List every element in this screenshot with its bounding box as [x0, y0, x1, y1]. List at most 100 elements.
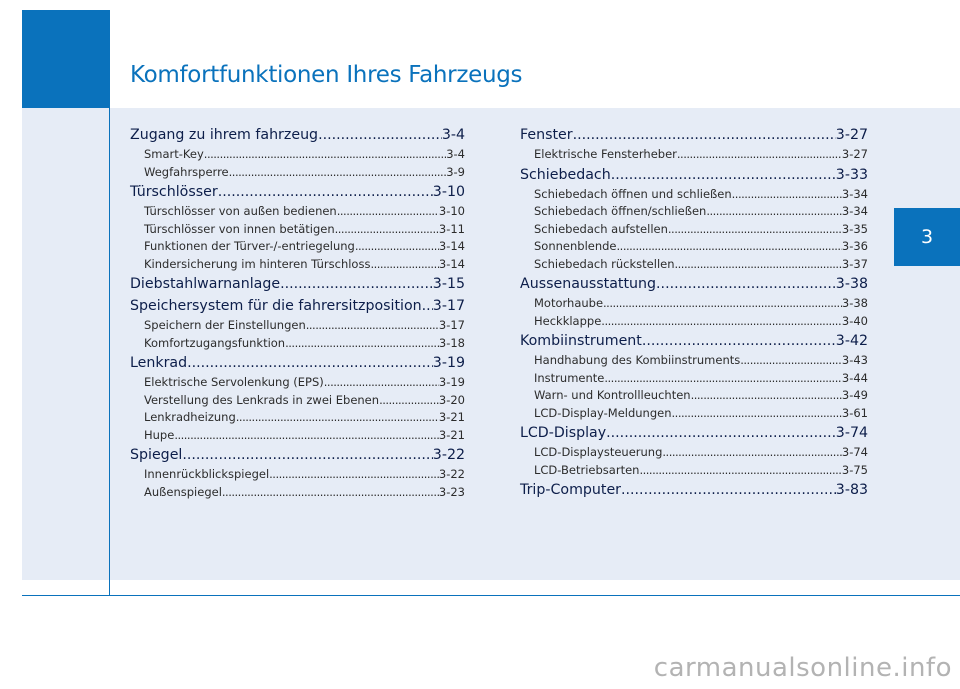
toc-leader-dots: [218, 182, 433, 203]
toc-section-entry[interactable]: Türschlösser 3-10: [130, 182, 465, 203]
toc-subsection-entry[interactable]: Wegfahrsperre 3-9: [130, 164, 465, 182]
toc-leader-dots: [604, 370, 842, 388]
toc-section-entry[interactable]: Spiegel 3-22: [130, 445, 465, 466]
toc-section-entry[interactable]: Trip-Computer 3-83: [520, 480, 868, 501]
toc-entry-label: Spiegel: [130, 447, 183, 463]
toc-entry-page: 3-27: [835, 127, 868, 143]
toc-entry-page: 3-27: [841, 147, 868, 161]
toc-leader-dots: [706, 203, 842, 221]
toc-subsection-entry[interactable]: Komfortzugangsfunktion 3-18: [130, 335, 465, 353]
toc-entry-label: Kindersicherung im hinteren Türschloss: [144, 256, 371, 271]
toc-subsection-entry[interactable]: Schiebedach öffnen und schließen 3-34: [520, 186, 868, 204]
chapter-color-block: [22, 10, 109, 108]
toc-subsection-entry[interactable]: Elektrische Servolenkung (EPS) 3-19: [130, 374, 465, 392]
toc-leader-dots: [324, 374, 439, 392]
toc-entry-page: 3-75: [841, 462, 868, 477]
toc-section-entry[interactable]: Kombiinstrument 3-42: [520, 331, 868, 352]
toc-subsection-entry[interactable]: Schiebedach öffnen/schließen 3-34: [520, 203, 868, 221]
toc-entry-label: Speichern der Einstellungen: [144, 318, 306, 332]
toc-entry-label: LCD-Display-Meldungen: [534, 405, 672, 420]
toc-entry-page: 3-15: [432, 276, 465, 292]
toc-entry-page: 3-10: [432, 184, 465, 200]
chapter-tab[interactable]: 3: [894, 208, 960, 266]
toc-entry-label: Speichersystem für die fahrersitzpositio…: [130, 298, 422, 314]
toc-section-entry[interactable]: Lenkrad 3-19: [130, 353, 465, 374]
toc-section-entry[interactable]: LCD-Display 3-74: [520, 423, 868, 444]
toc-entry-label: Außenspiegel: [144, 484, 222, 499]
toc-subsection-entry[interactable]: Türschlösser von außen bedienen 3-10: [130, 203, 465, 221]
toc-entry-label: Verstellung des Lenkrads in zwei Ebenen: [144, 392, 380, 407]
toc-entry-page: 3-17: [432, 298, 465, 314]
toc-subsection-entry[interactable]: Innenrückblickspiegel 3-22: [130, 466, 465, 484]
toc-entry-label: Hupe: [144, 427, 175, 442]
toc-entry-page: 3-4: [446, 147, 465, 161]
toc-entry-page: 3-38: [841, 296, 868, 310]
toc-entry-label: Trip-Computer: [520, 482, 622, 498]
toc-subsection-entry[interactable]: Schiebedach rückstellen 3-37: [520, 256, 868, 274]
toc-subsection-entry[interactable]: Handhabung des Kombiinstruments 3-43: [520, 352, 868, 370]
toc-column-left: Zugang zu ihrem fahrzeug 3-4 Smart-Key 3-4 W…: [130, 124, 465, 501]
toc-section-entry[interactable]: Zugang zu ihrem fahrzeug 3-4: [130, 125, 465, 146]
toc-leader-dots: [318, 125, 442, 146]
toc-leader-dots: [280, 274, 433, 295]
toc-section-entry[interactable]: Schiebedach 3-33: [520, 165, 868, 186]
toc-entry-label: Heckklappe: [534, 313, 602, 328]
toc-leader-dots: [740, 352, 842, 370]
toc-section-entry[interactable]: Diebstahlwarnanlage 3-15: [130, 274, 465, 295]
toc-entry-label: Lenkradheizung: [144, 410, 236, 424]
toc-subsection-entry[interactable]: Schiebedach aufstellen 3-35: [520, 221, 868, 239]
toc-subsection-entry[interactable]: Hupe 3-21: [130, 427, 465, 445]
toc-entry-label: Innenrückblickspiegel: [144, 467, 270, 481]
toc-subsection-entry[interactable]: LCD-Displaysteuerung 3-74: [520, 444, 868, 462]
toc-leader-dots: [639, 462, 841, 480]
toc-leader-dots: [601, 313, 842, 331]
toc-entry-page: 3-34: [841, 204, 868, 218]
toc-subsection-entry[interactable]: LCD-Display-Meldungen 3-61: [520, 405, 868, 423]
toc-leader-dots: [174, 427, 439, 445]
toc-entry-label: Lenkrad: [130, 355, 188, 371]
toc-leader-dots: [269, 466, 439, 484]
horizontal-divider: [22, 595, 960, 596]
toc-subsection-entry[interactable]: LCD-Betriebsarten 3-75: [520, 462, 868, 480]
toc-leader-dots: [182, 445, 432, 466]
toc-leader-dots: [677, 146, 842, 164]
toc-subsection-entry[interactable]: Warn- und Kontrollleuchten 3-49: [520, 387, 868, 405]
toc-leader-dots: [187, 353, 433, 374]
toc-subsection-entry[interactable]: Funktionen der Türver-/-entriegelung 3-14: [130, 238, 465, 256]
toc-entry-page: 3-35: [841, 221, 868, 236]
toc-entry-page: 3-36: [841, 239, 868, 253]
toc-entry-label: Elektrische Servolenkung (EPS): [144, 375, 324, 389]
toc-subsection-entry[interactable]: Verstellung des Lenkrads in zwei Ebenen 3…: [130, 392, 465, 410]
toc-subsection-entry[interactable]: Außenspiegel 3-23: [130, 484, 465, 502]
toc-subsection-entry[interactable]: Sonnenblende 3-36: [520, 238, 868, 256]
toc-subsection-entry[interactable]: Kindersicherung im hinteren Türschloss 3-…: [130, 256, 465, 274]
toc-entry-page: 3-22: [438, 467, 465, 481]
toc-subsection-entry[interactable]: Heckklappe 3-40: [520, 313, 868, 331]
toc-subsection-entry[interactable]: Elektrische Fensterheber 3-27: [520, 146, 868, 164]
toc-entry-label: Schiebedach rückstellen: [534, 256, 675, 271]
header-band: [0, 0, 960, 108]
toc-entry-page: 3-11: [438, 221, 465, 236]
toc-subsection-entry[interactable]: Motorhaube 3-38: [520, 295, 868, 313]
toc-subsection-entry[interactable]: Speichern der Einstellungen 3-17: [130, 317, 465, 335]
toc-entry-page: 3-14: [438, 256, 465, 271]
toc-entry-page: 3-22: [432, 447, 465, 463]
toc-leader-dots: [732, 186, 842, 204]
toc-entry-label: Funktionen der Türver-/-entriegelung: [144, 239, 355, 253]
toc-entry-label: Smart-Key: [144, 147, 204, 161]
toc-entry-label: Diebstahlwarnanlage: [130, 276, 281, 292]
toc-subsection-entry[interactable]: Instrumente 3-44: [520, 370, 868, 388]
toc-subsection-entry[interactable]: Smart-Key 3-4: [130, 146, 465, 164]
toc-entry-page: 3-21: [438, 410, 465, 424]
toc-entry-page: 3-23: [438, 484, 465, 499]
toc-subsection-entry[interactable]: Türschlösser von innen betätigen 3-11: [130, 221, 465, 239]
toc-leader-dots: [672, 405, 842, 423]
toc-section-entry[interactable]: Fenster 3-27: [520, 125, 868, 146]
toc-entry-page: 3-19: [438, 375, 465, 389]
toc-entry-label: Fenster: [520, 127, 573, 143]
toc-entry-label: Türschlösser von innen betätigen: [144, 221, 335, 236]
toc-section-entry[interactable]: Aussenausstattung 3-38: [520, 274, 868, 295]
toc-section-entry[interactable]: Speichersystem für die fahrersitzpositio…: [130, 296, 465, 317]
toc-leader-dots: [656, 274, 836, 295]
toc-subsection-entry[interactable]: Lenkradheizung 3-21: [130, 409, 465, 427]
